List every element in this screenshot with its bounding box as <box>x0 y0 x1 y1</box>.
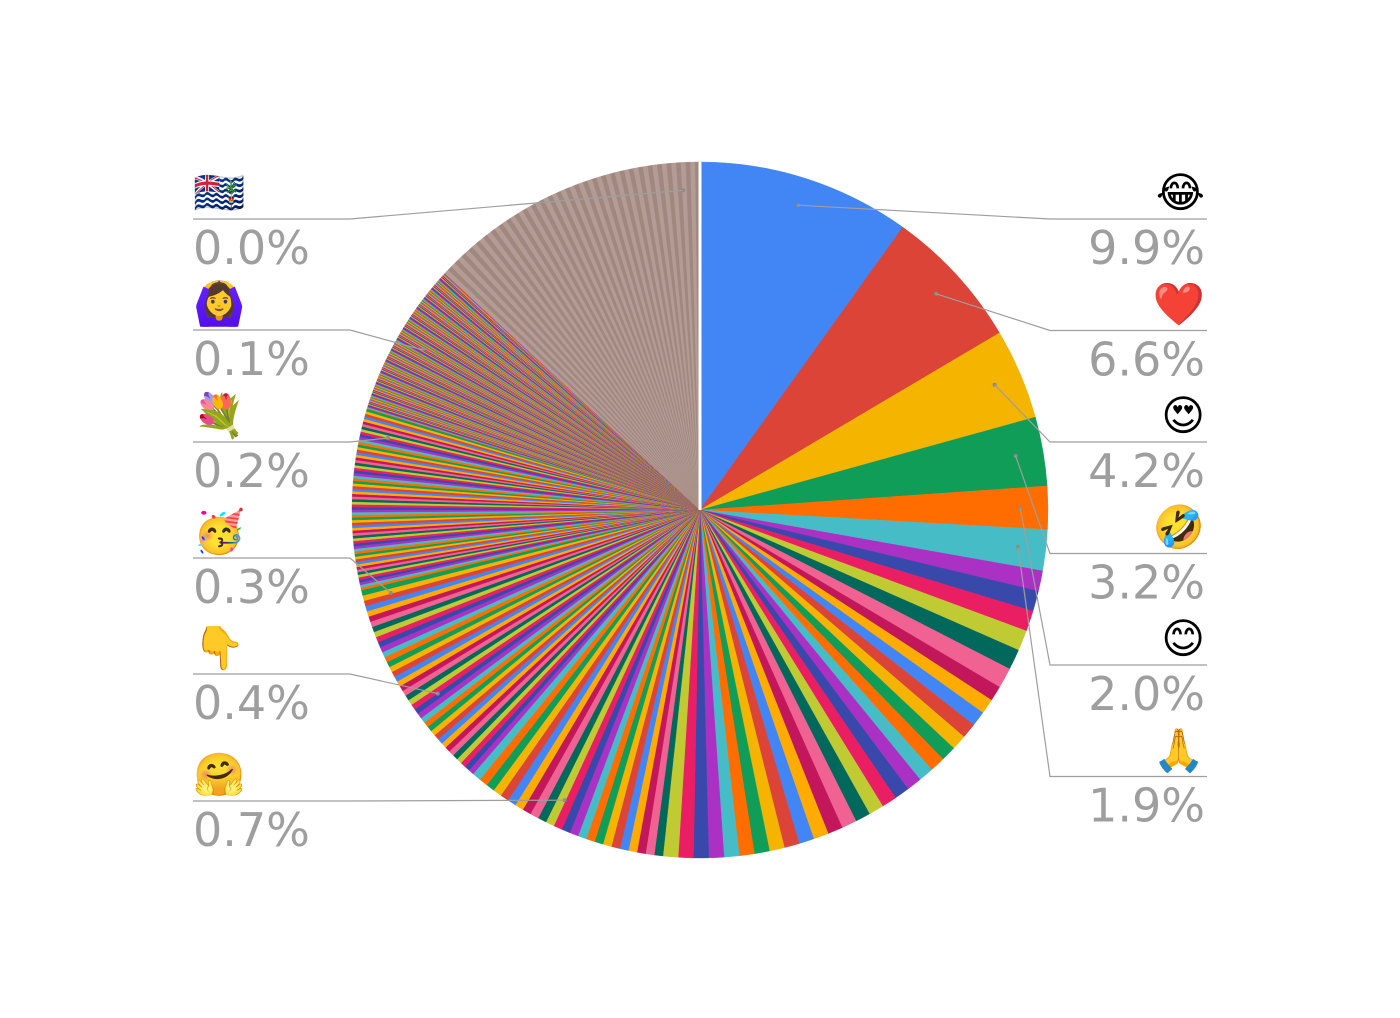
pie-slice-labeled <box>699 161 904 511</box>
callout-leader-line <box>193 437 389 443</box>
callout-emoji-label: 💐 <box>193 390 245 441</box>
callout: 🤣3.2% <box>1013 453 1207 610</box>
callout-emoji-label: 🇮🇴 <box>193 168 245 217</box>
callout-leader-line <box>1015 455 1207 555</box>
callout-percent-label: 3.2% <box>1088 556 1205 610</box>
callout: 🤗0.7% <box>193 750 567 857</box>
callout-emoji-label: 🙆‍♀️ <box>193 279 245 328</box>
callout: 🙆‍♀️0.1% <box>193 279 425 386</box>
callout-emoji-label: 😊 <box>1161 614 1205 663</box>
callout-emoji-label: 🥳 <box>193 506 245 556</box>
callout: 😍4.2% <box>992 382 1207 498</box>
callout: 🙏1.9% <box>1016 545 1207 833</box>
callout-leader-line <box>193 329 423 351</box>
callout: 😊2.0% <box>1018 506 1207 721</box>
pie-slice-labeled <box>699 226 1000 511</box>
callout-percent-label: 1.9% <box>1088 779 1205 833</box>
callout-leader-line <box>193 189 684 220</box>
callout-percent-label: 6.6% <box>1088 333 1205 387</box>
callout-leader-line <box>193 799 565 802</box>
callout: 🇮🇴0.0% <box>193 168 686 275</box>
callout-percent-label: 0.7% <box>193 803 310 857</box>
callout-percent-label: 0.4% <box>193 676 310 730</box>
callout-labels: 😂9.9%❤️6.6%😍4.2%🤣3.2%😊2.0%🙏1.9%🤗0.7%👇0.4… <box>193 168 1207 857</box>
callout: 💐0.2% <box>193 390 390 498</box>
callout-emoji-label: 🤣 <box>1151 503 1205 554</box>
callout: ❤️6.6% <box>934 280 1207 387</box>
callout: 🥳0.3% <box>193 506 393 614</box>
pie-slices <box>351 161 1049 859</box>
callout-emoji-label: 😍 <box>1161 391 1205 440</box>
callout-emoji-label: 🤗 <box>193 750 245 799</box>
callout-leader-line <box>193 673 438 695</box>
callout-percent-label: 4.2% <box>1088 444 1205 498</box>
callout-leader-line <box>193 557 392 594</box>
callout-leader-line <box>1017 547 1207 778</box>
callout-emoji-label: 👇 <box>193 623 245 673</box>
callout-leader-line <box>1019 507 1207 666</box>
callout-leader-line <box>797 204 1207 220</box>
callout-emoji-label: ❤️ <box>1153 280 1206 329</box>
callout-percent-label: 0.3% <box>193 560 310 614</box>
callout-percent-label: 9.9% <box>1088 221 1205 275</box>
callout: 👇0.4% <box>193 623 440 730</box>
callout-percent-label: 0.2% <box>193 444 310 498</box>
callout: 😂9.9% <box>796 168 1207 275</box>
callout-leader-line <box>935 293 1207 332</box>
callout-leader-line <box>994 384 1207 443</box>
callout-emoji-label: 😂 <box>1156 168 1205 217</box>
callout-percent-label: 0.0% <box>193 221 310 275</box>
callout-percent-label: 2.0% <box>1088 667 1205 721</box>
callout-emoji-label: 🙏 <box>1153 726 1205 775</box>
callout-percent-label: 0.1% <box>193 332 310 386</box>
